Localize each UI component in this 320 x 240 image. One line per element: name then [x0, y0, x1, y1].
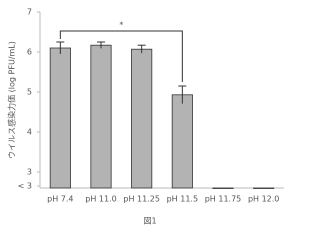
significance-star: *: [119, 21, 123, 30]
x-tick-label: pH 7.4: [47, 195, 73, 204]
bar: [212, 187, 234, 189]
x-tick-label: pH 12.0: [248, 195, 279, 204]
x-tick-label: pH 11.25: [123, 195, 160, 204]
bar: [49, 47, 71, 189]
y-axis-label: ウイルス感染力価 (log PFU/mL): [7, 41, 17, 159]
y-tick-label: 7: [27, 8, 32, 17]
bar: [253, 187, 275, 189]
x-tick-label: pH 11.0: [85, 195, 116, 204]
error-bar: [137, 44, 146, 54]
caption: 図1: [143, 217, 156, 226]
error-bar: [97, 41, 105, 49]
y-tick-label: 3: [27, 168, 32, 177]
significance-bracket: [59, 30, 183, 82]
x-tick-label: pH 11.5: [167, 195, 198, 204]
x-tick-label: pH 11.75: [205, 195, 242, 204]
y-tick-label: 5: [27, 88, 32, 97]
error-bar: [56, 41, 65, 54]
page: {"chart_data": {"type": "bar", "y_label"…: [6, 7, 284, 226]
bar: [90, 44, 112, 189]
bar: [171, 94, 193, 189]
bar: [131, 48, 153, 189]
chart: ウイルス感染力価 (log PFU/mL) 図1 < 3 3 4 5 6 7 pH 7.4 p…: [7, 8, 284, 226]
y-tick-label: < 3: [18, 182, 32, 191]
y-tick-label: 4: [27, 128, 32, 137]
error-bar: [178, 85, 187, 104]
y-tick-label: 6: [27, 48, 32, 57]
